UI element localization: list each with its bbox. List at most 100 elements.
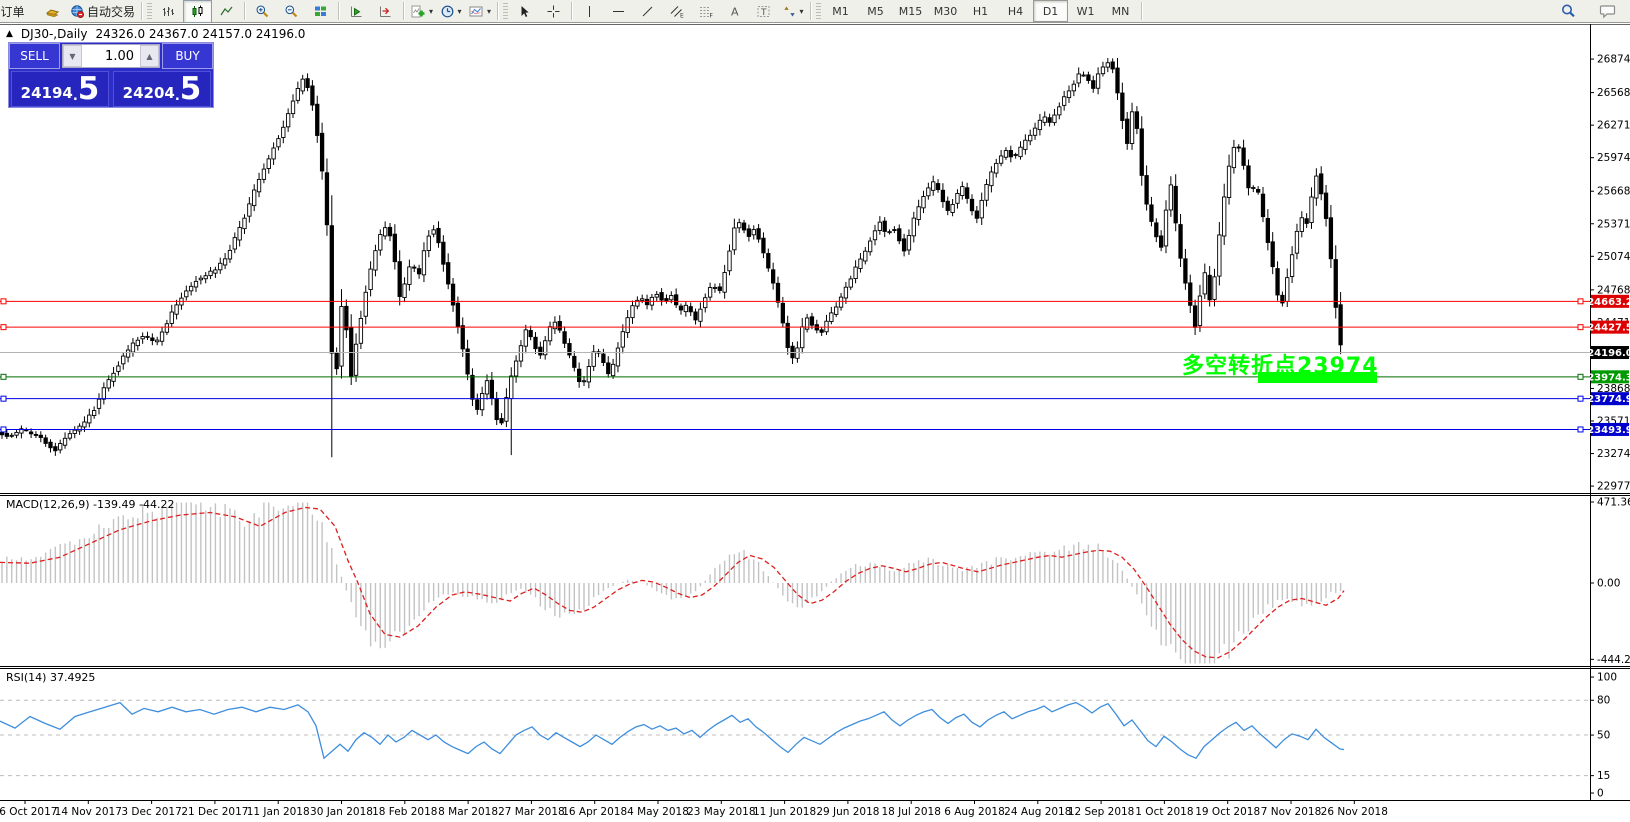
timeframe-button-M1[interactable]: M1 — [832, 4, 849, 18]
clock-icon — [441, 5, 453, 17]
autotrading-label: 自动交易 — [87, 4, 136, 19]
svg-text:23493.9: 23493.9 — [1587, 425, 1630, 436]
svg-text:8 Mar 2018: 8 Mar 2018 — [438, 806, 498, 818]
line-chart-button[interactable] — [212, 0, 241, 23]
zoom-in-button[interactable] — [248, 0, 277, 23]
collapse-arrow-icon[interactable]: ▲ — [6, 29, 13, 39]
sell-price-dot: . — [72, 89, 78, 104]
trendline-button[interactable] — [633, 0, 662, 23]
toolbar-separator — [810, 2, 812, 20]
chart-shift-button[interactable] — [371, 0, 400, 23]
periods-button[interactable]: ▾ — [436, 0, 465, 23]
timeframe-button-M5[interactable]: M5 — [867, 4, 884, 18]
svg-text:12 Sep 2018: 12 Sep 2018 — [1068, 806, 1135, 818]
svg-text:24427.5: 24427.5 — [1587, 323, 1630, 334]
timeframe-button-H4[interactable]: H4 — [1007, 4, 1024, 18]
svg-text:18 Jul 2018: 18 Jul 2018 — [881, 806, 940, 818]
svg-text:26 Nov 2018: 26 Nov 2018 — [1321, 806, 1388, 818]
toolbar-grip — [147, 3, 153, 19]
toolbar-separator — [244, 2, 246, 20]
gold-button[interactable] — [38, 0, 67, 23]
vertical-line-button[interactable] — [575, 0, 604, 23]
sell-price-display[interactable]: 24194 . 5 — [11, 71, 109, 107]
buy-price-display[interactable]: 24204 . 5 — [113, 71, 211, 107]
cursor-icon — [521, 5, 529, 17]
new-order-button[interactable]: 订单 — [0, 0, 38, 23]
candlestick-chart-button[interactable] — [183, 0, 213, 23]
sell-button[interactable]: SELL — [9, 43, 60, 69]
search-button[interactable] — [1554, 0, 1583, 23]
main-toolbar: 订单 自动交易 ▾ ▾ ▾ E F A T ▾ M1 M5 M15 M30 H1 H4 D1… — [0, 0, 1630, 23]
chart-canvas[interactable]: 26874.0 26568.0 26271.0 25974.0 25668.0 25371… — [0, 24, 1630, 822]
toolbar-separator — [497, 2, 499, 20]
timeframe-button-MN[interactable]: MN — [1111, 4, 1130, 18]
equidistant-channel-button[interactable]: E — [662, 0, 691, 23]
toolbar-separator — [571, 2, 573, 20]
search-icon — [1562, 4, 1575, 18]
svg-text:29 Jun 2018: 29 Jun 2018 — [816, 806, 879, 818]
autotrading-icon — [70, 4, 85, 19]
svg-text:11 Jun 2018: 11 Jun 2018 — [753, 806, 816, 818]
zoom-out-icon — [285, 5, 298, 17]
price-level-badges: 24663.2 24427.5 24196.0 23974.3 23774.9 23493… — [1587, 294, 1630, 436]
gold-icon — [45, 4, 60, 19]
timeframe-button-M15[interactable]: M15 — [898, 4, 923, 18]
cursor-button[interactable] — [510, 0, 539, 23]
timeframe-button-H1[interactable]: H1 — [972, 4, 989, 18]
zoom-out-button[interactable] — [277, 0, 306, 23]
svg-text:23 May 2018: 23 May 2018 — [687, 806, 755, 818]
svg-text:26271.0: 26271.0 — [1597, 120, 1630, 132]
indicators-icon — [411, 5, 425, 17]
macd-indicator-label: MACD(12,26,9) -139.49 -44.22 — [6, 498, 175, 511]
crosshair-button[interactable] — [539, 0, 568, 23]
horizontal-line-icon — [613, 10, 625, 12]
rsi-level-lines — [0, 699, 1590, 777]
pivot-annotation-bar[interactable] — [1258, 372, 1377, 383]
timeframe-button-W1[interactable]: W1 — [1076, 4, 1095, 18]
svg-text:15: 15 — [1597, 770, 1610, 782]
svg-text:24 Aug 2018: 24 Aug 2018 — [1004, 806, 1071, 818]
text-label-icon: T — [757, 5, 770, 18]
buy-button[interactable]: BUY — [162, 43, 213, 69]
timeframe-button-D1[interactable]: D1 — [1033, 0, 1069, 22]
bar-chart-button[interactable] — [154, 0, 183, 23]
tile-windows-button[interactable] — [306, 0, 335, 23]
buy-price-main: 24204 — [122, 84, 175, 102]
chat-button[interactable] — [1593, 0, 1622, 23]
templates-button[interactable]: ▾ — [465, 0, 494, 23]
fibonacci-button[interactable]: F — [691, 0, 720, 23]
volume-input[interactable] — [82, 45, 140, 67]
timeframe-group: M1 M5 M15 M30 H1 H4 D1 W1 MN — [823, 0, 1138, 22]
buy-price-dot: . — [174, 89, 180, 104]
svg-text:100: 100 — [1597, 672, 1617, 684]
text-button[interactable]: A — [720, 0, 749, 23]
horizontal-line-button[interactable] — [604, 0, 633, 23]
svg-text:19 Oct 2018: 19 Oct 2018 — [1195, 806, 1260, 818]
svg-text:25974.0: 25974.0 — [1597, 152, 1630, 164]
svg-text:23274.0: 23274.0 — [1597, 448, 1630, 460]
macd-histogram — [1, 502, 1342, 664]
svg-text:25668.0: 25668.0 — [1597, 186, 1630, 198]
indicators-button[interactable]: ▾ — [407, 0, 436, 23]
sell-price-pip: 5 — [77, 70, 100, 107]
volume-decrease-button[interactable]: ▼ — [63, 45, 82, 67]
svg-text:-444.29: -444.29 — [1597, 654, 1630, 666]
svg-text:24663.2: 24663.2 — [1587, 297, 1630, 308]
volume-stepper: ▼ ▲ — [62, 44, 160, 68]
text-icon: A — [731, 5, 739, 18]
autotrading-button[interactable]: 自动交易 — [67, 0, 138, 23]
channel-icon: E — [670, 5, 684, 19]
svg-text:18 Feb 2018: 18 Feb 2018 — [372, 806, 437, 818]
auto-scroll-button[interactable] — [342, 0, 371, 23]
volume-increase-button[interactable]: ▲ — [140, 45, 159, 67]
arrows-icon — [783, 6, 795, 16]
svg-text:0.00: 0.00 — [1597, 577, 1620, 589]
vertical-line-icon — [589, 5, 591, 17]
line-chart-icon — [220, 6, 233, 15]
arrows-button[interactable]: ▾ — [778, 0, 807, 23]
text-label-button[interactable]: T — [749, 0, 778, 23]
crosshair-icon — [547, 5, 560, 17]
timeframe-button-M30[interactable]: M30 — [933, 4, 958, 18]
zoom-in-icon — [256, 5, 269, 17]
